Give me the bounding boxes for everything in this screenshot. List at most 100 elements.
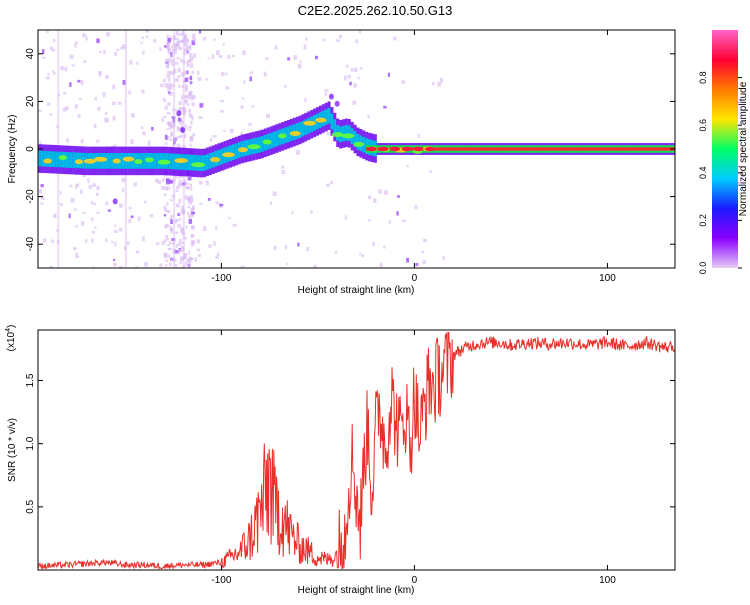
spectrogram-speckle (216, 50, 220, 56)
spectrogram-speckle (135, 266, 138, 268)
spectrogram-ytick-label: -20 (25, 189, 36, 204)
spectrogram-speckle (314, 55, 318, 60)
spectrogram-peak-strong (366, 146, 377, 152)
spectrogram-speckle (167, 86, 171, 90)
spectrogram-speckle (170, 58, 175, 64)
spectrogram-speckle (83, 33, 87, 37)
spectrogram-speckle (84, 239, 88, 243)
spectrogram-speckle (164, 105, 168, 110)
spectrogram-speckle (83, 60, 87, 63)
spectrogram-speckle (304, 97, 307, 102)
spectrogram-speckle (117, 101, 122, 105)
spectrogram-speckle (367, 219, 371, 222)
spectrogram-speckle (183, 133, 187, 139)
spectrogram-speckle (165, 58, 169, 61)
spectrogram-speckle (354, 67, 358, 73)
spectrogram-speckle (166, 237, 169, 241)
spectrogram-speckle (85, 36, 88, 41)
spectrogram-speckle (345, 64, 349, 68)
spectrogram-speckle (179, 259, 183, 265)
spectrogram-speckle (130, 113, 135, 118)
spectrogram-speckle (188, 92, 191, 97)
spectrogram-speckle (334, 251, 338, 254)
spectrogram-speckle (353, 83, 357, 88)
spectrogram-speckle (165, 235, 168, 239)
spectrogram-speckle (187, 196, 191, 202)
spectrogram-speckle (180, 39, 184, 44)
spectrogram-speckle (113, 262, 117, 267)
spectrogram-speckle (190, 207, 194, 213)
spectrogram-speckle (142, 131, 146, 136)
spectrogram-speckle (77, 114, 81, 118)
spectrogram-speckle (181, 247, 185, 252)
spectrogram-speckle (175, 43, 179, 47)
spectrogram-speckle (347, 74, 351, 79)
spectrogram-speckle (171, 194, 175, 198)
spectrogram-speckle (170, 257, 175, 261)
spectrogram-speckle (170, 228, 173, 234)
spectrogram-speckle (192, 133, 196, 137)
spectrogram-peak (74, 159, 84, 165)
spectrogram-speckle (159, 263, 163, 267)
spectrogram-speckle (297, 242, 300, 247)
spectrogram-peak (191, 162, 206, 168)
spectrogram-speckle (163, 225, 168, 229)
figure-title: C2E2.2025.262.10.50.G13 (298, 3, 453, 18)
spectrogram-speckle (330, 180, 334, 185)
spectrogram-peak (122, 156, 135, 162)
spectrogram-speckle (326, 131, 330, 135)
spectrogram-speckle (222, 43, 225, 46)
spectrogram-core-cell (171, 153, 175, 170)
spectrogram-speckle (182, 209, 186, 213)
spectrogram-speckle (90, 217, 94, 222)
spectrogram-speckle (171, 116, 176, 119)
spectrogram-speckle (177, 213, 180, 217)
spectrogram-peak-strong (424, 146, 435, 152)
spectrogram-speckle (192, 53, 197, 58)
spectrogram-speckle (187, 214, 192, 219)
spectrogram-speckle (324, 92, 328, 96)
spectrogram-speckle (207, 198, 211, 201)
spectrogram-speckle (186, 212, 190, 215)
spectrogram-core-cell (353, 131, 357, 147)
spectrogram-speckle (269, 201, 273, 205)
spectrogram-speckle (167, 254, 171, 258)
spectrogram-speckle (190, 194, 193, 200)
spectrogram-speckle (180, 209, 185, 215)
spectrogram-speckle (171, 241, 175, 245)
spectrogram-core-cell (269, 132, 273, 149)
spectrogram-speckle (171, 64, 175, 67)
spectrogram-speckle (172, 118, 176, 123)
spectrogram-speckle (167, 70, 171, 74)
spectrogram-core-cell (142, 153, 146, 169)
spectrogram-speckle (176, 186, 180, 190)
spectrogram-speckle (179, 256, 183, 260)
spectrogram-speckle (175, 37, 180, 41)
spectrogram-speckle (180, 124, 183, 129)
spectrogram-ytick-label: 0 (25, 146, 36, 152)
spectrogram-speckle (40, 184, 44, 188)
spectrogram-speckle (96, 38, 100, 44)
spectrogram-peak (83, 158, 96, 164)
spectrogram-speckle (170, 71, 174, 75)
spectrogram-speckle (349, 81, 352, 86)
colorbar: 0.0 0.2 0.4 0.6 0.8 Normalized spectral ampl… (698, 30, 749, 274)
spectrogram-speckle (439, 77, 444, 83)
spectrogram-speckle (171, 238, 176, 241)
spectrogram-speckle (145, 35, 149, 38)
spectrogram-speckle (79, 189, 83, 194)
spectrogram-speckle (118, 227, 123, 232)
snr-xtick-label: 0 (412, 575, 418, 586)
spectrogram-speckle (373, 198, 377, 203)
spectrogram-core-cell (107, 153, 111, 169)
spectrogram-speckle (162, 78, 166, 83)
spectrogram-speckle (176, 204, 180, 208)
spectrogram-speckle (177, 174, 180, 179)
spectrogram-speckle (185, 185, 189, 188)
spectrogram-speckle (188, 108, 192, 113)
spectrogram-speckle (51, 49, 56, 52)
spectrogram-speckle (172, 68, 177, 74)
spectrogram-speckle (147, 140, 151, 146)
spectrogram-speckle (176, 143, 181, 149)
spectrogram-speckle (421, 250, 425, 254)
